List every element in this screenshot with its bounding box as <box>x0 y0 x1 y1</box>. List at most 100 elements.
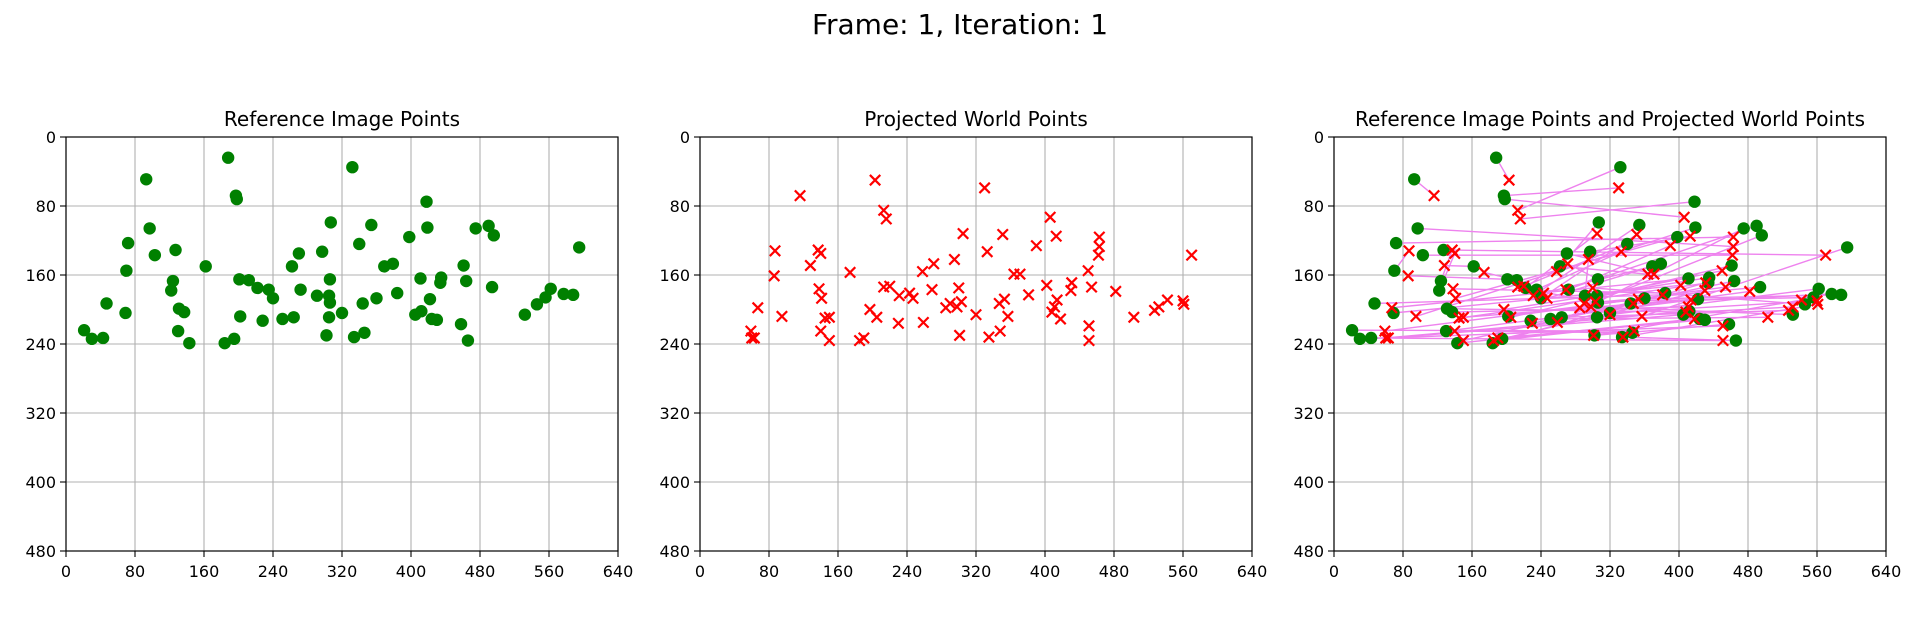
projected-point <box>1630 228 1643 241</box>
projected-point <box>1541 292 1554 305</box>
reference-point <box>1467 260 1480 273</box>
projected-point <box>1716 264 1729 277</box>
reference-point <box>1702 271 1716 284</box>
y-tick-label: 240 <box>25 335 56 354</box>
y-tick-label: 480 <box>659 542 690 561</box>
projected-point <box>970 308 982 321</box>
reference-point <box>323 296 337 309</box>
reference-point <box>287 311 300 324</box>
x-tick-label: 240 <box>1526 562 1557 581</box>
reference-point <box>96 331 110 345</box>
reference-point <box>1737 222 1750 235</box>
projected-point <box>877 204 890 217</box>
projected-point <box>892 317 905 330</box>
reference-point <box>1364 331 1378 345</box>
projected-point <box>1161 294 1174 306</box>
y-tick-label: 480 <box>1293 542 1324 561</box>
reference-point <box>1408 173 1421 186</box>
reference-point <box>421 221 434 234</box>
projected-point <box>1578 297 1591 310</box>
reference-point <box>1633 218 1646 232</box>
projected-point <box>1591 227 1604 240</box>
x-tick-label: 160 <box>823 562 854 581</box>
projected-point <box>994 325 1007 338</box>
x-tick-label: 560 <box>1168 562 1199 581</box>
reference-point <box>1624 297 1637 310</box>
reference-point <box>199 260 212 273</box>
projected-point <box>1561 257 1574 270</box>
reference-point <box>482 219 495 233</box>
projected-point <box>1717 334 1729 347</box>
projected-point <box>1093 231 1106 244</box>
projected-point <box>1795 294 1808 306</box>
projected-point <box>944 297 957 310</box>
reference-point <box>1812 282 1825 295</box>
x-tick-label: 80 <box>759 562 779 581</box>
reference-point <box>1502 310 1515 323</box>
axes-title: Projected World Points <box>864 107 1088 131</box>
correspondence-line <box>1374 294 1663 305</box>
projected-point <box>1438 259 1451 272</box>
projected-point <box>1511 204 1524 217</box>
y-tick-label: 400 <box>25 473 56 492</box>
projected-point <box>1083 319 1095 332</box>
correspondence-line <box>1641 246 1848 318</box>
reference-point <box>1614 160 1627 174</box>
reference-point <box>1368 297 1381 310</box>
projected-point <box>1503 174 1516 187</box>
projected-point <box>1185 249 1198 262</box>
x-tick-label: 0 <box>61 562 71 581</box>
reference-point <box>530 298 544 311</box>
y-tick-label: 0 <box>46 128 56 147</box>
projected-point <box>957 227 970 240</box>
projected-point <box>1007 268 1020 281</box>
projected-point <box>880 212 893 225</box>
reference-point <box>572 241 586 254</box>
projected-point <box>1448 325 1461 338</box>
y-tick-label: 400 <box>659 473 690 492</box>
projected-point <box>1514 212 1527 225</box>
correspondence-line <box>1452 306 1689 313</box>
projected-point <box>1491 331 1504 344</box>
correspondence-line <box>1621 303 1818 338</box>
correspondence-line <box>1609 300 1818 314</box>
projected-point <box>1811 298 1824 311</box>
projected-point <box>1082 264 1095 277</box>
reference-point <box>285 260 299 273</box>
projected-point <box>1449 292 1462 305</box>
projected-point <box>955 295 968 308</box>
x-tick-label: 480 <box>465 562 496 581</box>
projected-point <box>1727 231 1740 244</box>
reference-point <box>353 237 366 251</box>
projected-point <box>1379 331 1392 344</box>
reference-point <box>434 271 448 284</box>
correspondence-line <box>1385 310 1690 339</box>
reference-point <box>1698 313 1712 327</box>
reference-point <box>320 329 333 342</box>
projected-point <box>1635 310 1648 323</box>
reference-point <box>370 292 383 305</box>
reference-point <box>347 330 361 344</box>
reference-point <box>414 272 427 285</box>
x-tick-label: 320 <box>1595 562 1626 581</box>
projected-point <box>870 311 883 324</box>
projected-point <box>1560 283 1572 296</box>
projected-point <box>1044 211 1057 224</box>
reference-point <box>315 245 329 258</box>
projected-point <box>1385 301 1398 314</box>
correspondence-line <box>1550 316 1768 320</box>
projected-point <box>1551 316 1564 329</box>
reference-point <box>415 305 428 318</box>
y-tick-label: 320 <box>1293 404 1324 423</box>
projected-point <box>1786 300 1799 313</box>
projected-point <box>1517 280 1530 293</box>
reference-point <box>1562 283 1575 296</box>
projected-point <box>1674 279 1687 292</box>
x-tick-label: 640 <box>603 562 634 581</box>
projected-point <box>981 245 994 258</box>
projected-point <box>1428 189 1441 202</box>
reference-point <box>1729 334 1743 347</box>
reference-point <box>183 336 196 350</box>
reference-point <box>423 292 437 306</box>
